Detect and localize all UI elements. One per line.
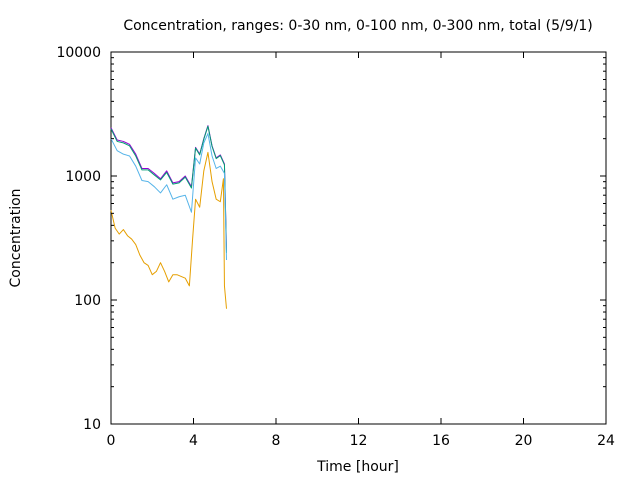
x-tick-label: 4 <box>189 433 198 449</box>
x-tick-label: 16 <box>432 433 450 449</box>
plot-border <box>110 51 607 425</box>
chart-title: Concentration, ranges: 0-30 nm, 0-100 nm… <box>123 18 592 34</box>
x-tick-label: 20 <box>515 433 533 449</box>
series-line-1 <box>110 125 227 251</box>
y-tick-label: 10 <box>83 417 101 433</box>
series-line-3 <box>110 133 227 261</box>
y-tick-label: 10000 <box>56 45 101 61</box>
x-tick-label: 12 <box>350 433 368 449</box>
series-layer <box>110 125 227 309</box>
axis-ticks: 0 4 8 12 16 20 24 10 100 1000 10000 <box>56 45 615 449</box>
series-line-2 <box>110 125 227 253</box>
x-tick-label: 0 <box>107 433 116 449</box>
y-axis-label: Concentration <box>8 188 24 287</box>
y-tick-label: 1000 <box>65 169 101 185</box>
x-tick-label: 8 <box>272 433 281 449</box>
x-tick-label: 24 <box>597 433 615 449</box>
x-axis-label: Time [hour] <box>316 459 399 475</box>
series-line-4 <box>110 151 227 309</box>
y-tick-label: 100 <box>74 293 101 309</box>
plot-area <box>110 51 607 425</box>
